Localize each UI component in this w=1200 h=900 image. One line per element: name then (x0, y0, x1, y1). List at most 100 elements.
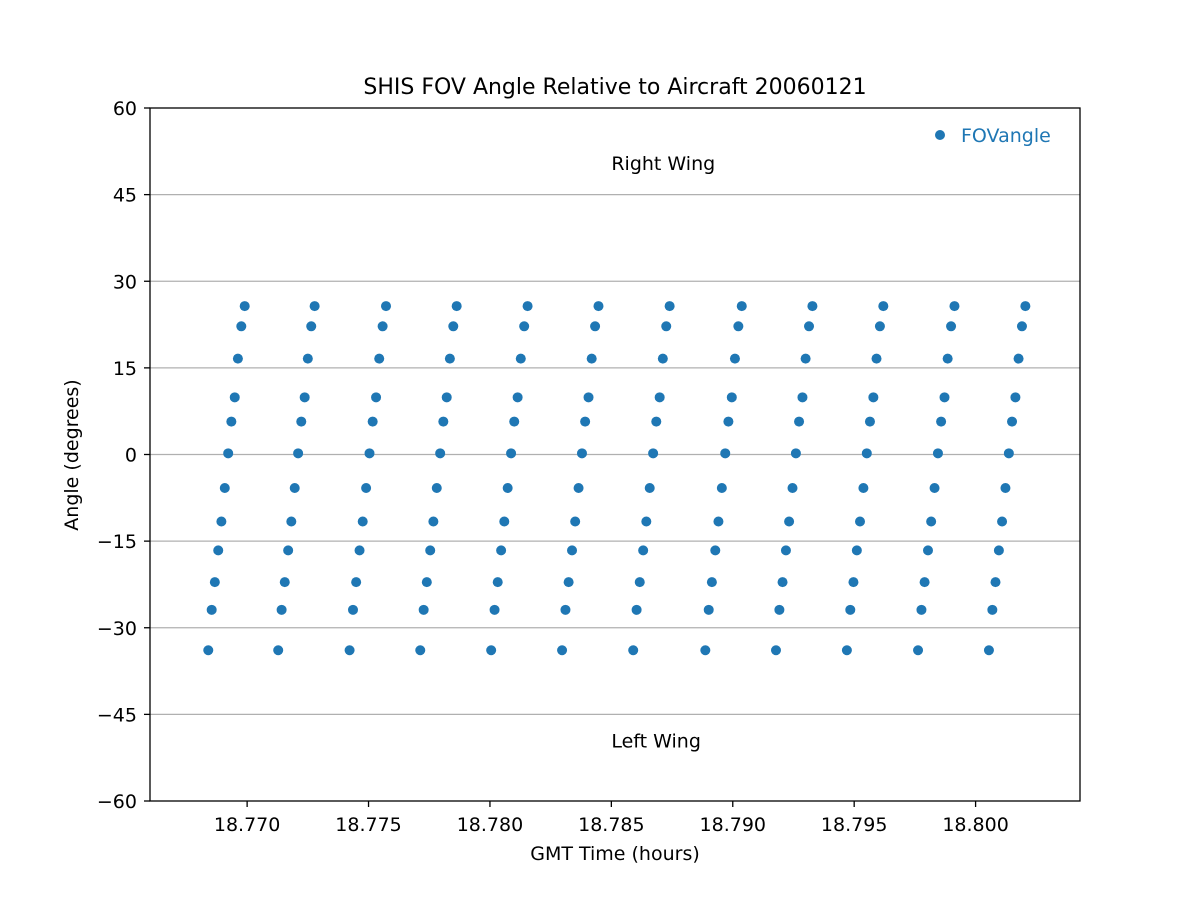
annotations: Right Wing Left Wing (611, 153, 715, 752)
y-tick-label: 45 (113, 185, 137, 207)
data-point (631, 604, 642, 615)
data-point (418, 604, 429, 615)
legend-label-fovangle: FOVangle (961, 125, 1051, 147)
data-point (716, 482, 727, 493)
data-point (700, 645, 711, 656)
data-point (492, 577, 503, 588)
data-points (203, 301, 1031, 656)
data-point (913, 645, 924, 656)
data-point (654, 392, 665, 403)
data-point (733, 321, 744, 332)
data-point (845, 604, 856, 615)
data-point (438, 416, 449, 427)
grid-lines (150, 193, 1080, 716)
data-point (499, 516, 510, 527)
data-point (213, 545, 224, 556)
data-point (367, 416, 378, 427)
data-point (586, 353, 597, 364)
data-point (377, 321, 388, 332)
data-point (216, 516, 227, 527)
data-point (997, 516, 1008, 527)
data-point (807, 301, 818, 312)
x-tick-label: 18.785 (578, 814, 644, 836)
data-point (583, 392, 594, 403)
data-point (648, 448, 659, 459)
data-point (229, 392, 240, 403)
data-point (226, 416, 237, 427)
y-tick-label: −60 (97, 791, 137, 813)
data-point (296, 416, 307, 427)
data-point (509, 416, 520, 427)
data-point (573, 482, 584, 493)
data-point (993, 545, 1004, 556)
data-point (703, 604, 714, 615)
data-point (987, 604, 998, 615)
data-point (232, 353, 243, 364)
data-point (797, 392, 808, 403)
annotation-text: Right Wing (611, 153, 715, 175)
data-point (1003, 448, 1014, 459)
data-point (567, 545, 578, 556)
data-point (289, 482, 300, 493)
data-point (448, 321, 459, 332)
data-point (661, 321, 672, 332)
data-point (570, 516, 581, 527)
data-point (946, 321, 957, 332)
y-tick-label: −15 (97, 531, 137, 553)
data-point (878, 301, 889, 312)
data-point (283, 545, 294, 556)
data-point (428, 516, 439, 527)
data-point (641, 516, 652, 527)
data-point (576, 448, 587, 459)
data-point (990, 577, 1001, 588)
data-point (858, 482, 869, 493)
data-point (276, 604, 287, 615)
data-point (286, 516, 297, 527)
data-point (421, 577, 432, 588)
data-point (713, 516, 724, 527)
data-point (506, 448, 517, 459)
data-point (354, 545, 365, 556)
data-point (1016, 321, 1027, 332)
data-point (855, 516, 866, 527)
x-axis-ticks: 18.770 18.775 18.780 18.785 18.790 18.795 18.8… (214, 801, 1009, 836)
data-point (279, 577, 290, 588)
data-point (919, 577, 930, 588)
data-point (309, 301, 320, 312)
data-point (777, 577, 788, 588)
data-point (351, 577, 362, 588)
x-tick-label: 18.800 (942, 814, 1008, 836)
data-point (580, 416, 591, 427)
data-point (790, 448, 801, 459)
data-point (770, 645, 781, 656)
data-point (664, 301, 675, 312)
x-axis-label: GMT Time (hours) (530, 843, 700, 865)
data-point (628, 645, 639, 656)
data-point (219, 482, 230, 493)
data-point (780, 545, 791, 556)
data-point (593, 301, 604, 312)
y-tick-label: 60 (113, 98, 137, 120)
data-point (638, 545, 649, 556)
chart-title: SHIS FOV Angle Relative to Aircraft 2006… (363, 75, 866, 100)
data-point (644, 482, 655, 493)
data-point (726, 392, 737, 403)
data-point (273, 645, 284, 656)
data-point (784, 516, 795, 527)
data-point (1013, 353, 1024, 364)
data-point (861, 448, 872, 459)
data-point (590, 321, 601, 332)
data-point (502, 482, 513, 493)
y-tick-label: 30 (113, 271, 137, 293)
data-point (203, 645, 214, 656)
data-point (431, 482, 442, 493)
y-axis-label: Angle (degrees) (61, 379, 83, 530)
data-point (1000, 482, 1011, 493)
data-point (519, 321, 530, 332)
data-point (874, 321, 885, 332)
data-point (949, 301, 960, 312)
data-point (929, 482, 940, 493)
data-point (851, 545, 862, 556)
data-point (239, 301, 250, 312)
